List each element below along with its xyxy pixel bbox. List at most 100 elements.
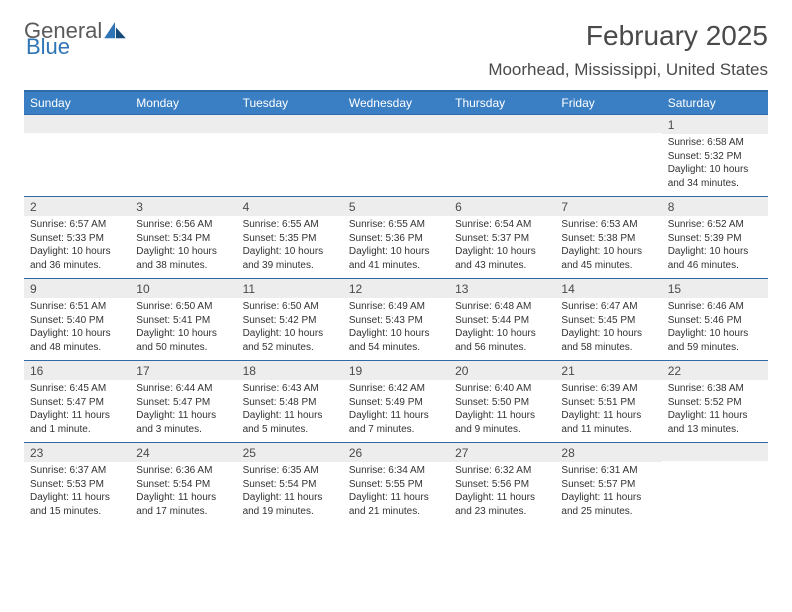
day-line: Sunrise: 6:51 AM <box>30 300 124 314</box>
day-line: Sunset: 5:37 PM <box>455 232 549 246</box>
calendar-cell: 1Sunrise: 6:58 AMSunset: 5:32 PMDaylight… <box>662 115 768 197</box>
day-line: Sunrise: 6:47 AM <box>561 300 655 314</box>
location: Moorhead, Mississippi, United States <box>24 60 768 80</box>
calendar-cell: 26Sunrise: 6:34 AMSunset: 5:55 PMDayligh… <box>343 443 449 525</box>
calendar-cell: 21Sunrise: 6:39 AMSunset: 5:51 PMDayligh… <box>555 361 661 443</box>
day-line: Sunset: 5:55 PM <box>349 478 443 492</box>
day-number: 6 <box>449 197 555 216</box>
day-line: Daylight: 11 hours and 11 minutes. <box>561 409 655 436</box>
calendar-cell: 13Sunrise: 6:48 AMSunset: 5:44 PMDayligh… <box>449 279 555 361</box>
calendar-week: 16Sunrise: 6:45 AMSunset: 5:47 PMDayligh… <box>24 361 768 443</box>
day-data: Sunrise: 6:40 AMSunset: 5:50 PMDaylight:… <box>449 380 555 442</box>
day-line: Sunrise: 6:35 AM <box>243 464 337 478</box>
day-line: Sunrise: 6:44 AM <box>136 382 230 396</box>
weekday-sunday: Sunday <box>24 91 130 115</box>
day-line: Daylight: 10 hours and 41 minutes. <box>349 245 443 272</box>
day-line: Sunrise: 6:34 AM <box>349 464 443 478</box>
day-line: Sunset: 5:38 PM <box>561 232 655 246</box>
day-line: Daylight: 10 hours and 36 minutes. <box>30 245 124 272</box>
day-data <box>662 461 768 517</box>
day-line: Daylight: 11 hours and 7 minutes. <box>349 409 443 436</box>
weekday-thursday: Thursday <box>449 91 555 115</box>
day-number <box>555 115 661 133</box>
day-line: Sunrise: 6:50 AM <box>136 300 230 314</box>
day-line: Daylight: 11 hours and 17 minutes. <box>136 491 230 518</box>
calendar-cell: 22Sunrise: 6:38 AMSunset: 5:52 PMDayligh… <box>662 361 768 443</box>
day-number: 9 <box>24 279 130 298</box>
calendar-cell: 15Sunrise: 6:46 AMSunset: 5:46 PMDayligh… <box>662 279 768 361</box>
day-data <box>555 133 661 189</box>
day-number <box>24 115 130 133</box>
calendar-cell: 12Sunrise: 6:49 AMSunset: 5:43 PMDayligh… <box>343 279 449 361</box>
day-line: Daylight: 10 hours and 58 minutes. <box>561 327 655 354</box>
day-data: Sunrise: 6:38 AMSunset: 5:52 PMDaylight:… <box>662 380 768 442</box>
calendar-cell <box>662 443 768 525</box>
day-data: Sunrise: 6:47 AMSunset: 5:45 PMDaylight:… <box>555 298 661 360</box>
day-line: Sunrise: 6:39 AM <box>561 382 655 396</box>
weekday-row: Sunday Monday Tuesday Wednesday Thursday… <box>24 91 768 115</box>
calendar-cell: 7Sunrise: 6:53 AMSunset: 5:38 PMDaylight… <box>555 197 661 279</box>
day-data: Sunrise: 6:50 AMSunset: 5:42 PMDaylight:… <box>237 298 343 360</box>
day-data: Sunrise: 6:56 AMSunset: 5:34 PMDaylight:… <box>130 216 236 278</box>
day-line: Daylight: 10 hours and 48 minutes. <box>30 327 124 354</box>
day-data: Sunrise: 6:49 AMSunset: 5:43 PMDaylight:… <box>343 298 449 360</box>
calendar-table: Sunday Monday Tuesday Wednesday Thursday… <box>24 90 768 524</box>
day-line: Daylight: 11 hours and 25 minutes. <box>561 491 655 518</box>
day-number: 3 <box>130 197 236 216</box>
day-number <box>343 115 449 133</box>
calendar-cell: 11Sunrise: 6:50 AMSunset: 5:42 PMDayligh… <box>237 279 343 361</box>
day-number: 5 <box>343 197 449 216</box>
day-line: Daylight: 10 hours and 52 minutes. <box>243 327 337 354</box>
calendar-cell: 24 Sunrise: 6:36 AMSunset: 5:54 PMDayligh… <box>130 443 236 525</box>
day-line: Sunrise: 6:38 AM <box>668 382 762 396</box>
day-data: Sunrise: 6:52 AMSunset: 5:39 PMDaylight:… <box>662 216 768 278</box>
day-number: 25 <box>237 443 343 462</box>
day-line: Daylight: 11 hours and 19 minutes. <box>243 491 337 518</box>
calendar-cell: 9Sunrise: 6:51 AMSunset: 5:40 PMDaylight… <box>24 279 130 361</box>
day-number: 7 <box>555 197 661 216</box>
logo-sail-icon <box>104 22 126 40</box>
day-line: Sunrise: 6:36 AM <box>136 464 230 478</box>
day-line: Sunset: 5:44 PM <box>455 314 549 328</box>
day-number <box>662 443 768 461</box>
calendar-week: 1Sunrise: 6:58 AMSunset: 5:32 PMDaylight… <box>24 115 768 197</box>
day-number: 1 <box>662 115 768 134</box>
calendar-cell: 17Sunrise: 6:44 AMSunset: 5:47 PMDayligh… <box>130 361 236 443</box>
day-line: Sunset: 5:57 PM <box>561 478 655 492</box>
day-data: Sunrise: 6:54 AMSunset: 5:37 PMDaylight:… <box>449 216 555 278</box>
day-line: Sunset: 5:53 PM <box>30 478 124 492</box>
weekday-wednesday: Wednesday <box>343 91 449 115</box>
calendar-cell <box>449 115 555 197</box>
day-data: Sunrise: 6:37 AMSunset: 5:53 PMDaylight:… <box>24 462 130 524</box>
day-line: Daylight: 11 hours and 3 minutes. <box>136 409 230 436</box>
day-line: Sunset: 5:34 PM <box>136 232 230 246</box>
day-data: Sunrise: 6:55 AMSunset: 5:36 PMDaylight:… <box>343 216 449 278</box>
day-line: Sunrise: 6:45 AM <box>30 382 124 396</box>
day-line: Sunrise: 6:42 AM <box>349 382 443 396</box>
day-line: Daylight: 11 hours and 9 minutes. <box>455 409 549 436</box>
calendar-cell <box>130 115 236 197</box>
calendar-cell: 2Sunrise: 6:57 AMSunset: 5:33 PMDaylight… <box>24 197 130 279</box>
day-line: Daylight: 11 hours and 15 minutes. <box>30 491 124 518</box>
day-line: Sunset: 5:54 PM <box>136 478 230 492</box>
day-line: Sunrise: 6:46 AM <box>668 300 762 314</box>
day-number: 24 <box>130 443 236 462</box>
day-line: Sunrise: 6:31 AM <box>561 464 655 478</box>
calendar-cell <box>237 115 343 197</box>
calendar-cell: 25Sunrise: 6:35 AMSunset: 5:54 PMDayligh… <box>237 443 343 525</box>
calendar-cell: 6Sunrise: 6:54 AMSunset: 5:37 PMDaylight… <box>449 197 555 279</box>
day-data: Sunrise: 6:39 AMSunset: 5:51 PMDaylight:… <box>555 380 661 442</box>
day-data <box>237 133 343 189</box>
day-line: Sunset: 5:45 PM <box>561 314 655 328</box>
day-line: Daylight: 10 hours and 45 minutes. <box>561 245 655 272</box>
day-number: 8 <box>662 197 768 216</box>
day-line: Sunset: 5:47 PM <box>30 396 124 410</box>
day-line: Daylight: 10 hours and 59 minutes. <box>668 327 762 354</box>
calendar-cell <box>343 115 449 197</box>
calendar-cell <box>24 115 130 197</box>
day-line: Daylight: 11 hours and 5 minutes. <box>243 409 337 436</box>
day-data: Sunrise: 6:44 AMSunset: 5:47 PMDaylight:… <box>130 380 236 442</box>
calendar-cell: 4Sunrise: 6:55 AMSunset: 5:35 PMDaylight… <box>237 197 343 279</box>
day-number: 21 <box>555 361 661 380</box>
day-line: Sunrise: 6:54 AM <box>455 218 549 232</box>
